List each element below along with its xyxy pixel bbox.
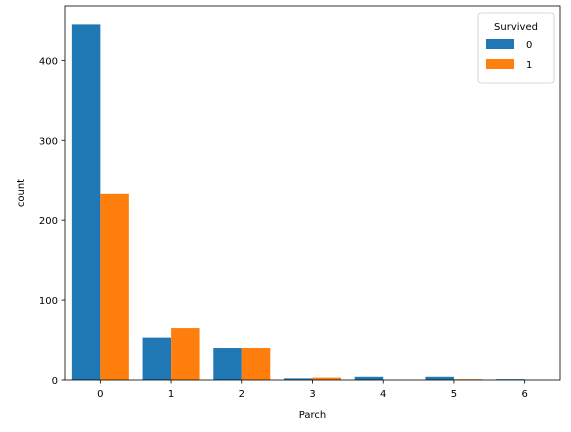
bar-survived-0-parch-5 (425, 376, 454, 380)
legend-swatch-0 (486, 39, 514, 49)
legend-items: 01 (486, 39, 532, 71)
bar-survived-0-parch-0 (71, 24, 101, 381)
bar-survived-0-parch-2 (213, 348, 242, 380)
y-axis-label: count (16, 179, 27, 207)
bar-survived-0-parch-1 (142, 337, 172, 380)
y-tick-label: 100 (39, 296, 58, 307)
x-tick-label: 2 (239, 389, 245, 400)
plot-frame (64, 5, 561, 381)
x-axis-label: Parch (299, 410, 326, 421)
legend-label-0: 0 (526, 40, 532, 51)
bar-survived-1-parch-1 (171, 328, 200, 380)
y-tick-label: 0 (52, 376, 58, 387)
legend: Survived 01 (477, 12, 555, 84)
x-axis-ticks: 0 1 2 3 4 5 6 (97, 380, 528, 400)
y-tick-label: 300 (39, 136, 58, 147)
x-tick-label: 0 (97, 389, 103, 400)
x-tick-label: 6 (521, 389, 527, 400)
y-tick-label: 200 (39, 216, 58, 227)
bar-survived-0-parch-3 (284, 378, 313, 380)
y-axis-ticks: 0 100 200 300 400 (39, 56, 65, 387)
legend-swatch-1 (486, 59, 514, 69)
legend-title: Survived (494, 22, 538, 33)
bar-survived-0-parch-4 (354, 376, 384, 380)
legend-label-1: 1 (526, 60, 532, 71)
x-tick-label: 3 (309, 389, 315, 400)
x-tick-label: 5 (451, 389, 457, 400)
bar-survived-1-parch-0 (100, 193, 129, 380)
y-tick-label: 400 (39, 56, 58, 67)
x-tick-label: 4 (380, 389, 386, 400)
bar-survived-1-parch-2 (241, 348, 271, 380)
bar-survived-1-parch-3 (312, 377, 341, 380)
x-tick-label: 1 (168, 389, 174, 400)
bars-group (71, 24, 525, 381)
